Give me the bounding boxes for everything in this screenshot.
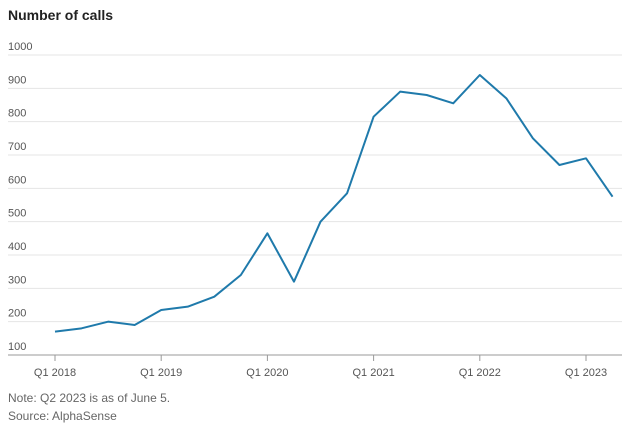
y-tick-label: 300 [8, 274, 26, 286]
y-tick-label: 700 [8, 141, 26, 153]
x-tick-label: Q1 2018 [34, 367, 76, 379]
y-tick-label: 600 [8, 174, 26, 186]
y-tick-label: 100 [8, 341, 26, 353]
chart-title: Number of calls [8, 7, 113, 23]
line [54, 74, 614, 333]
y-tick-label: 800 [8, 108, 26, 120]
x-tick-label: Q1 2022 [459, 367, 501, 379]
x-tick-label: Q1 2023 [565, 367, 607, 379]
y-tick-label: 400 [8, 241, 26, 253]
y-tick-label: 1000 [8, 41, 32, 53]
y-tick-label: 200 [8, 308, 26, 320]
y-tick-label: 900 [8, 74, 26, 86]
y-tick-label: 500 [8, 208, 26, 220]
note: Note: Q2 2023 is as of June 5. [8, 391, 170, 405]
x-tick-label: Q1 2021 [352, 367, 394, 379]
source: Source: AlphaSense [8, 409, 117, 423]
x-tick-label: Q1 2020 [246, 367, 288, 379]
x-tick-label: Q1 2019 [140, 367, 182, 379]
